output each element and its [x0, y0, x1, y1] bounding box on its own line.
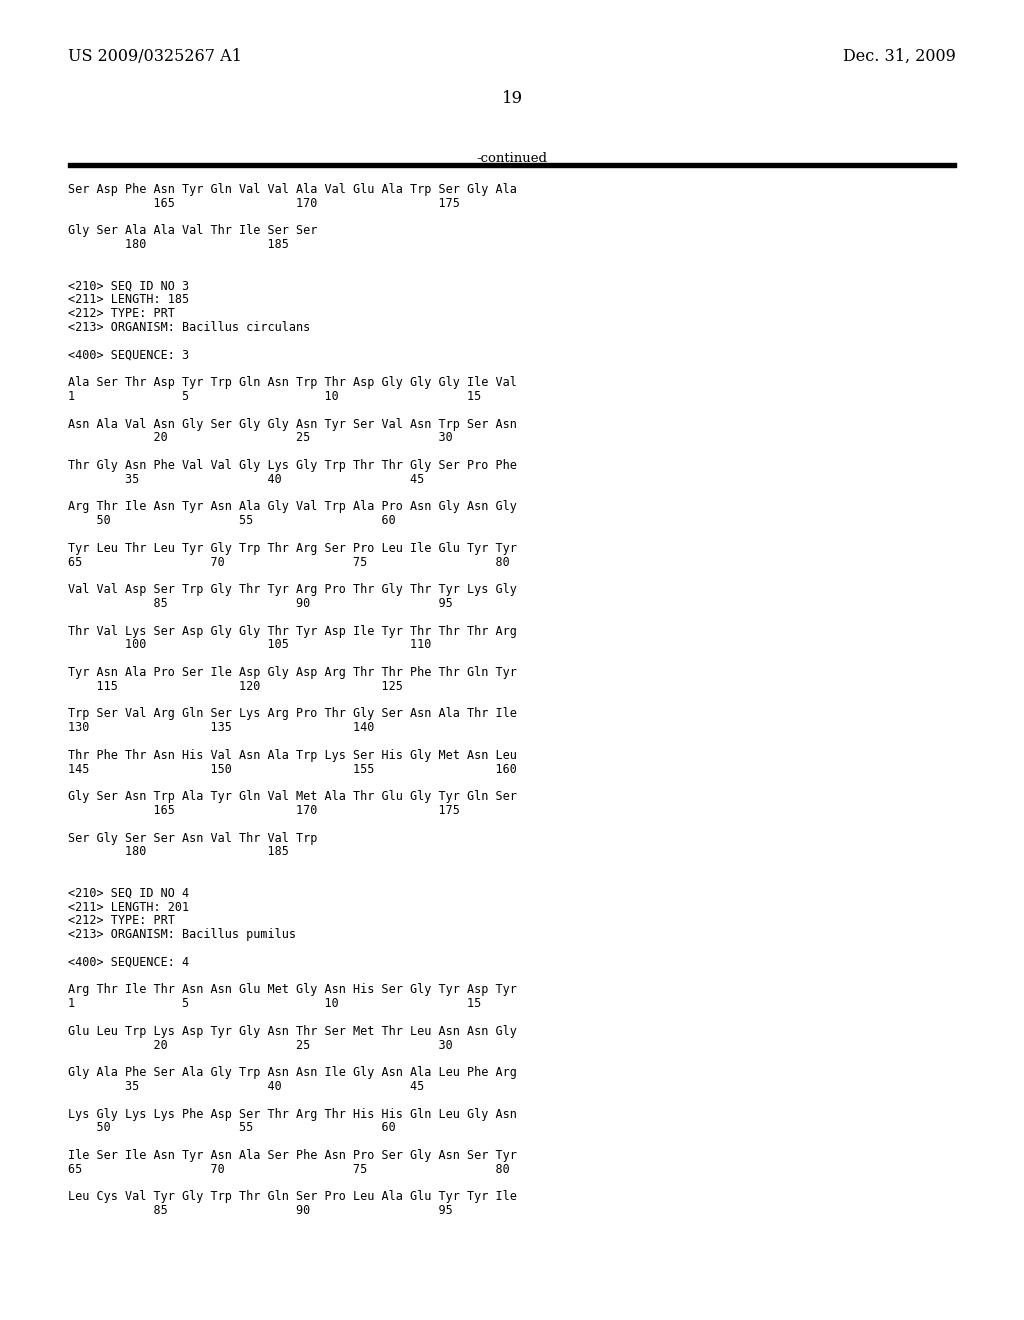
Text: <400> SEQUENCE: 4: <400> SEQUENCE: 4: [68, 956, 189, 969]
Text: -continued: -continued: [476, 152, 548, 165]
Text: Tyr Asn Ala Pro Ser Ile Asp Gly Asp Arg Thr Thr Phe Thr Gln Tyr: Tyr Asn Ala Pro Ser Ile Asp Gly Asp Arg …: [68, 667, 517, 678]
Text: <213> ORGANISM: Bacillus circulans: <213> ORGANISM: Bacillus circulans: [68, 321, 310, 334]
Text: <211> LENGTH: 201: <211> LENGTH: 201: [68, 900, 189, 913]
Text: Tyr Leu Thr Leu Tyr Gly Trp Thr Arg Ser Pro Leu Ile Glu Tyr Tyr: Tyr Leu Thr Leu Tyr Gly Trp Thr Arg Ser …: [68, 541, 517, 554]
Text: <212> TYPE: PRT: <212> TYPE: PRT: [68, 915, 175, 928]
Text: 19: 19: [502, 90, 522, 107]
Text: 50                  55                  60: 50 55 60: [68, 515, 395, 527]
Text: Dec. 31, 2009: Dec. 31, 2009: [843, 48, 956, 65]
Text: Gly Ser Asn Trp Ala Tyr Gln Val Met Ala Thr Glu Gly Tyr Gln Ser: Gly Ser Asn Trp Ala Tyr Gln Val Met Ala …: [68, 791, 517, 803]
Text: 180                 185: 180 185: [68, 238, 289, 251]
Text: Thr Val Lys Ser Asp Gly Gly Thr Tyr Asp Ile Tyr Thr Thr Thr Arg: Thr Val Lys Ser Asp Gly Gly Thr Tyr Asp …: [68, 624, 517, 638]
Text: Arg Thr Ile Thr Asn Asn Glu Met Gly Asn His Ser Gly Tyr Asp Tyr: Arg Thr Ile Thr Asn Asn Glu Met Gly Asn …: [68, 983, 517, 997]
Text: US 2009/0325267 A1: US 2009/0325267 A1: [68, 48, 242, 65]
Text: 1               5                   10                  15: 1 5 10 15: [68, 389, 481, 403]
Text: <211> LENGTH: 185: <211> LENGTH: 185: [68, 293, 189, 306]
Text: Glu Leu Trp Lys Asp Tyr Gly Asn Thr Ser Met Thr Leu Asn Asn Gly: Glu Leu Trp Lys Asp Tyr Gly Asn Thr Ser …: [68, 1024, 517, 1038]
Text: <210> SEQ ID NO 3: <210> SEQ ID NO 3: [68, 280, 189, 293]
Text: Val Val Asp Ser Trp Gly Thr Tyr Arg Pro Thr Gly Thr Tyr Lys Gly: Val Val Asp Ser Trp Gly Thr Tyr Arg Pro …: [68, 583, 517, 597]
Text: Ala Ser Thr Asp Tyr Trp Gln Asn Trp Thr Asp Gly Gly Gly Ile Val: Ala Ser Thr Asp Tyr Trp Gln Asn Trp Thr …: [68, 376, 517, 389]
Text: <400> SEQUENCE: 3: <400> SEQUENCE: 3: [68, 348, 189, 362]
Text: 35                  40                  45: 35 40 45: [68, 1080, 424, 1093]
Text: 20                  25                  30: 20 25 30: [68, 1039, 453, 1052]
Text: Ser Gly Ser Ser Asn Val Thr Val Trp: Ser Gly Ser Ser Asn Val Thr Val Trp: [68, 832, 317, 845]
Text: Ile Ser Ile Asn Tyr Asn Ala Ser Phe Asn Pro Ser Gly Asn Ser Tyr: Ile Ser Ile Asn Tyr Asn Ala Ser Phe Asn …: [68, 1148, 517, 1162]
Text: 20                  25                  30: 20 25 30: [68, 432, 453, 445]
Text: <213> ORGANISM: Bacillus pumilus: <213> ORGANISM: Bacillus pumilus: [68, 928, 296, 941]
Text: 165                 170                 175: 165 170 175: [68, 197, 460, 210]
Text: 130                 135                 140: 130 135 140: [68, 721, 375, 734]
Text: 65                  70                  75                  80: 65 70 75 80: [68, 1163, 510, 1176]
Text: 50                  55                  60: 50 55 60: [68, 1122, 395, 1134]
Text: 1               5                   10                  15: 1 5 10 15: [68, 997, 481, 1010]
Text: Arg Thr Ile Asn Tyr Asn Ala Gly Val Trp Ala Pro Asn Gly Asn Gly: Arg Thr Ile Asn Tyr Asn Ala Gly Val Trp …: [68, 500, 517, 513]
Text: 65                  70                  75                  80: 65 70 75 80: [68, 556, 510, 569]
Text: Asn Ala Val Asn Gly Ser Gly Gly Asn Tyr Ser Val Asn Trp Ser Asn: Asn Ala Val Asn Gly Ser Gly Gly Asn Tyr …: [68, 417, 517, 430]
Text: 35                  40                  45: 35 40 45: [68, 473, 424, 486]
Text: Thr Gly Asn Phe Val Val Gly Lys Gly Trp Thr Thr Gly Ser Pro Phe: Thr Gly Asn Phe Val Val Gly Lys Gly Trp …: [68, 459, 517, 473]
Text: Thr Phe Thr Asn His Val Asn Ala Trp Lys Ser His Gly Met Asn Leu: Thr Phe Thr Asn His Val Asn Ala Trp Lys …: [68, 748, 517, 762]
Text: Gly Ala Phe Ser Ala Gly Trp Asn Asn Ile Gly Asn Ala Leu Phe Arg: Gly Ala Phe Ser Ala Gly Trp Asn Asn Ile …: [68, 1067, 517, 1080]
Text: 165                 170                 175: 165 170 175: [68, 804, 460, 817]
Text: 115                 120                 125: 115 120 125: [68, 680, 402, 693]
Text: Trp Ser Val Arg Gln Ser Lys Arg Pro Thr Gly Ser Asn Ala Thr Ile: Trp Ser Val Arg Gln Ser Lys Arg Pro Thr …: [68, 708, 517, 721]
Text: 145                 150                 155                 160: 145 150 155 160: [68, 763, 517, 776]
Text: Gly Ser Ala Ala Val Thr Ile Ser Ser: Gly Ser Ala Ala Val Thr Ile Ser Ser: [68, 224, 317, 238]
Text: 100                 105                 110: 100 105 110: [68, 639, 431, 651]
Text: 85                  90                  95: 85 90 95: [68, 597, 453, 610]
Text: Ser Asp Phe Asn Tyr Gln Val Val Ala Val Glu Ala Trp Ser Gly Ala: Ser Asp Phe Asn Tyr Gln Val Val Ala Val …: [68, 183, 517, 195]
Text: 180                 185: 180 185: [68, 845, 289, 858]
Text: Leu Cys Val Tyr Gly Trp Thr Gln Ser Pro Leu Ala Glu Tyr Tyr Ile: Leu Cys Val Tyr Gly Trp Thr Gln Ser Pro …: [68, 1191, 517, 1204]
Text: <210> SEQ ID NO 4: <210> SEQ ID NO 4: [68, 887, 189, 900]
Text: 85                  90                  95: 85 90 95: [68, 1204, 453, 1217]
Text: <212> TYPE: PRT: <212> TYPE: PRT: [68, 308, 175, 321]
Text: Lys Gly Lys Lys Phe Asp Ser Thr Arg Thr His His Gln Leu Gly Asn: Lys Gly Lys Lys Phe Asp Ser Thr Arg Thr …: [68, 1107, 517, 1121]
